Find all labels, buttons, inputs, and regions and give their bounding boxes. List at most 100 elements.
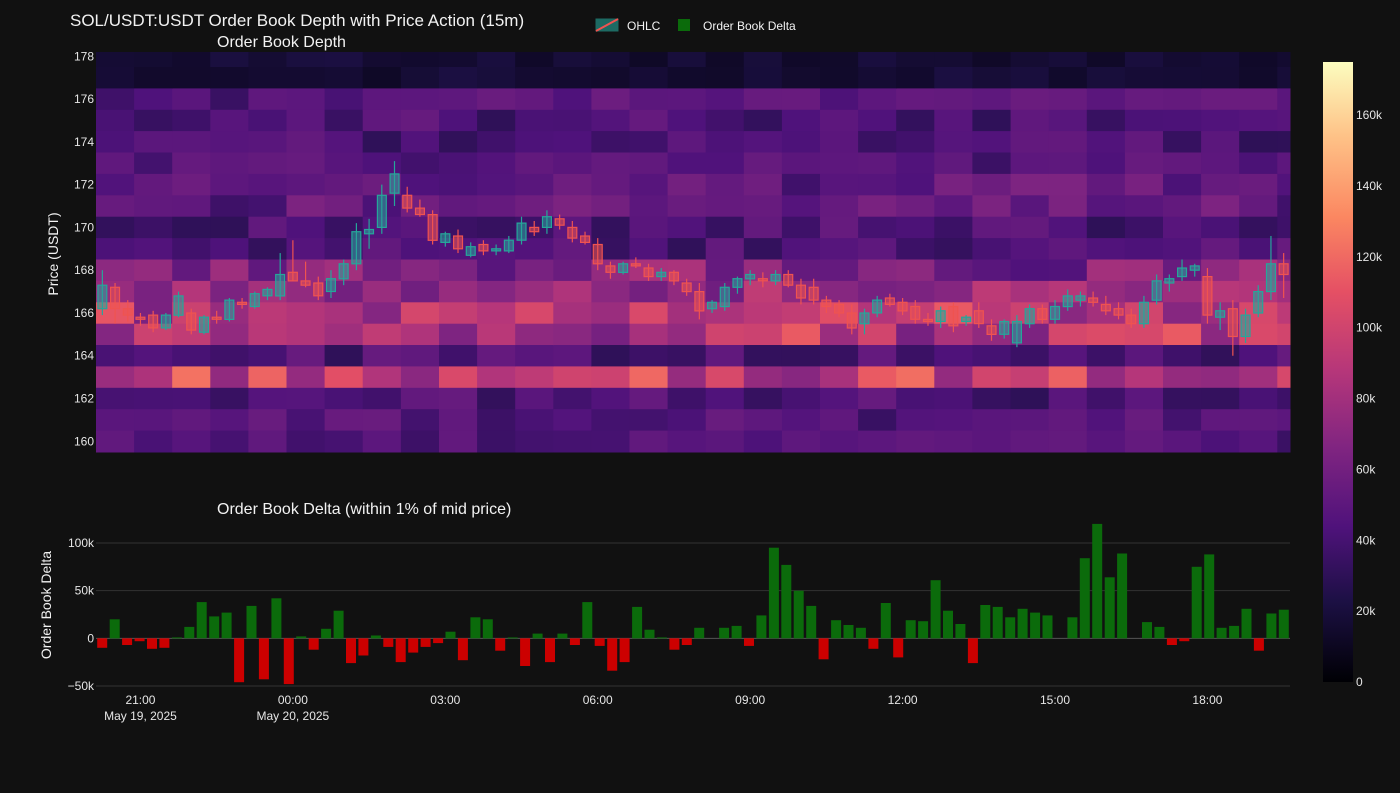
heatmap-cell [324, 109, 364, 132]
delta-y-tick-label: 0 [87, 631, 94, 645]
heatmap-cell [248, 387, 287, 410]
heatmap-cell [362, 430, 402, 453]
candle-body [1215, 310, 1226, 318]
heatmap-cell [248, 366, 287, 389]
heatmap-cell [781, 216, 821, 239]
heatmap-cell [362, 67, 402, 89]
candle [554, 214, 565, 230]
candle-body [1088, 297, 1099, 303]
heatmap-cell [1163, 345, 1202, 367]
delta-bar [818, 638, 829, 660]
candle [1278, 253, 1289, 298]
candle [465, 242, 476, 258]
heatmap-cell [362, 366, 402, 389]
candle-body [630, 263, 641, 267]
candle-body [592, 243, 603, 265]
candle-body [414, 207, 425, 216]
heatmap-cell [400, 302, 440, 325]
heatmap-cell [1010, 173, 1050, 196]
heatmap-cell [1010, 280, 1050, 303]
heatmap-cell [1239, 238, 1278, 260]
delta-y-ticks: 100k 50k 0 −50k [68, 536, 95, 693]
legend[interactable]: OHLC Order Book Delta [595, 18, 796, 33]
heatmap-cell [553, 345, 592, 367]
heatmap-cell [1048, 88, 1088, 111]
candle [338, 259, 349, 286]
legend-item-order-book-delta[interactable]: Order Book Delta [678, 19, 796, 33]
heatmap-cell [439, 345, 478, 367]
candle [503, 235, 514, 254]
delta-bar [507, 637, 518, 639]
candle [922, 312, 933, 326]
candle-body [275, 273, 286, 297]
legend-label-delta: Order Book Delta [703, 19, 796, 33]
heatmap-cell [820, 152, 859, 175]
heatmap-cell [400, 152, 440, 175]
heatmap-cell [858, 280, 897, 303]
heatmap-cell [210, 259, 249, 282]
heatmap-cell [362, 387, 402, 410]
candle [478, 240, 489, 256]
heatmap-cell [1239, 345, 1278, 367]
heatmap-cell [248, 238, 287, 260]
heatmap-cell [1239, 109, 1278, 132]
heatmap-cell [1163, 430, 1202, 453]
candle-body [351, 231, 362, 265]
candle [224, 297, 235, 322]
heatmap-cell [515, 131, 554, 153]
heatmap-cell [858, 430, 897, 453]
candle [237, 297, 248, 309]
heatmap-cell [781, 152, 821, 175]
heatmap-cell [96, 173, 135, 196]
heatmap-cell [172, 152, 211, 175]
heatmap-cell [439, 152, 478, 175]
legend-item-ohlc[interactable]: OHLC [595, 18, 661, 33]
heatmap-cell [1086, 345, 1126, 367]
heatmap-cell [1086, 409, 1126, 432]
heatmap-cell [896, 238, 935, 260]
candle [1049, 300, 1061, 324]
delta-bars [97, 523, 1289, 685]
heatmap-cell [286, 238, 326, 260]
candle [770, 270, 781, 286]
heatmap-cell [210, 173, 249, 196]
heatmap-cell [439, 52, 478, 68]
heatmap-cell [1086, 88, 1126, 111]
heatmap-cell [896, 259, 935, 282]
heatmap-cell [1163, 387, 1202, 410]
candle-body [1011, 320, 1022, 344]
heatmap-cell [134, 67, 173, 89]
heatmap-cell [1277, 67, 1291, 89]
heatmap-cell [781, 409, 821, 432]
heatmap-cell [515, 409, 554, 432]
heatmap-cell [1277, 409, 1291, 432]
delta-bar [955, 624, 966, 639]
heatmap-cell [477, 131, 516, 153]
heatmap-cell [286, 387, 326, 410]
candle [287, 240, 298, 282]
heatmap-cell [858, 131, 897, 153]
heatmap-cell [934, 430, 973, 453]
candle-body [605, 265, 616, 273]
candle-body [427, 214, 438, 241]
delta-bar [97, 638, 108, 648]
delta-bar [855, 627, 866, 639]
heatmap-cell [1124, 173, 1164, 196]
candle-body [529, 226, 540, 233]
candle-body [478, 243, 489, 252]
heatmap-cell [1124, 88, 1164, 111]
heatmap-cell [477, 88, 516, 111]
candle [1164, 274, 1175, 292]
candle-body [706, 301, 718, 310]
candle-body [1049, 305, 1061, 320]
heatmap-cell [820, 366, 859, 389]
candle-body [567, 226, 578, 239]
heatmap-cell [820, 387, 859, 410]
delta-bar [557, 633, 568, 639]
candle-body [973, 310, 984, 325]
heatmap-cell [1201, 52, 1240, 68]
candle-body [325, 278, 336, 293]
candle [948, 302, 959, 333]
heatmap-cell [1201, 409, 1240, 432]
candle-body [160, 314, 171, 329]
